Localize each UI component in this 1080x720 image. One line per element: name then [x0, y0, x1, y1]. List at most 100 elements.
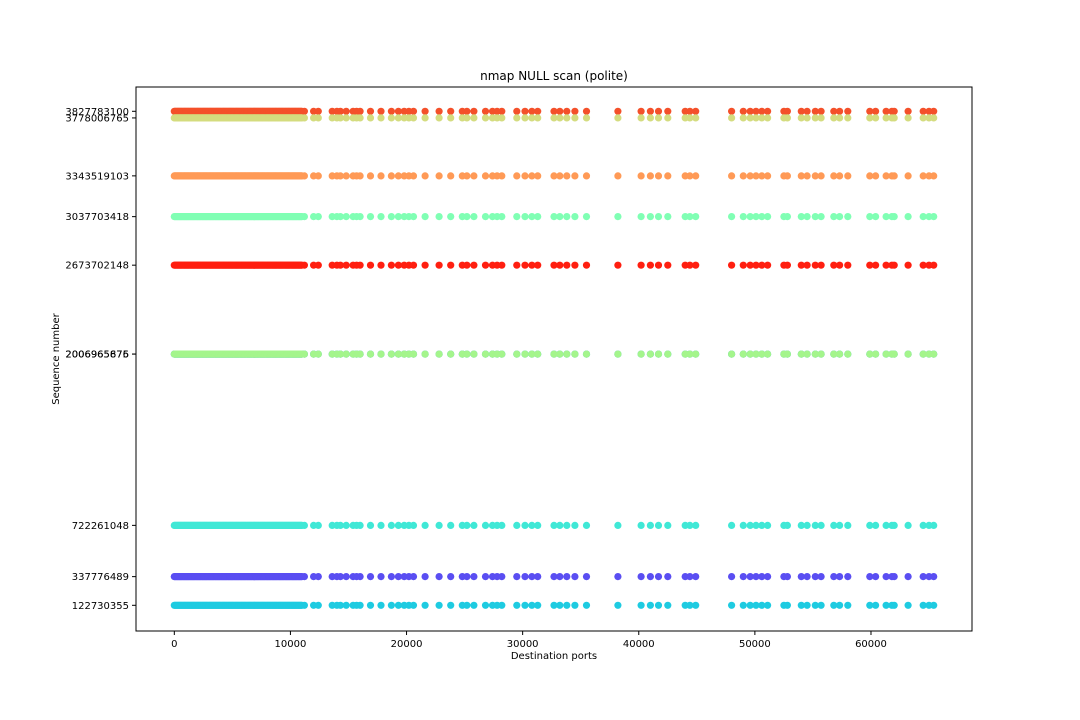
data-point [728, 213, 736, 221]
data-point [300, 114, 308, 122]
data-point [686, 350, 694, 358]
data-point [904, 172, 912, 180]
data-point [830, 350, 838, 358]
data-point [521, 573, 529, 581]
data-point [882, 213, 890, 221]
data-point [300, 521, 308, 530]
data-point [866, 261, 874, 269]
data-point [387, 350, 395, 358]
data-point [654, 521, 663, 530]
data-point [866, 601, 874, 609]
data-point [872, 573, 880, 581]
data-point [421, 573, 429, 581]
data-point [797, 573, 805, 581]
data-point [387, 601, 395, 609]
data-point [447, 114, 455, 122]
data-point [528, 172, 536, 180]
data-point [930, 521, 938, 530]
data-point [654, 350, 663, 358]
data-point [637, 261, 645, 269]
data-point [409, 521, 418, 530]
data-point [435, 350, 443, 358]
data-point [797, 107, 805, 115]
data-point [550, 107, 558, 115]
data-point [844, 107, 852, 115]
data-point [664, 114, 672, 122]
data-point [300, 601, 308, 609]
data-point [528, 213, 536, 221]
data-point [571, 213, 579, 221]
data-point [764, 261, 772, 269]
data-point [563, 172, 571, 180]
data-point [513, 107, 521, 115]
data-point [582, 601, 591, 609]
data-point [904, 213, 912, 221]
data-point [447, 573, 455, 581]
data-point [409, 213, 418, 221]
data-point [435, 573, 443, 581]
data-point [930, 601, 938, 609]
data-point [498, 172, 506, 180]
data-point [919, 521, 927, 530]
data-point [739, 107, 747, 115]
data-point [394, 114, 402, 122]
data-point [830, 261, 838, 269]
data-point [528, 107, 536, 115]
data-point [314, 601, 322, 609]
data-point [447, 350, 455, 358]
data-point [513, 172, 521, 180]
data-point [534, 107, 542, 115]
data-point [356, 521, 364, 530]
data-point [919, 213, 927, 221]
data-point [498, 261, 506, 269]
data-point [686, 213, 694, 221]
data-point [783, 521, 792, 530]
data-point [356, 213, 364, 221]
data-point [498, 350, 506, 358]
data-point [387, 107, 395, 115]
data-point [563, 114, 571, 122]
data-point [356, 261, 364, 269]
data-point [872, 107, 880, 115]
data-point [872, 261, 880, 269]
data-point [521, 172, 529, 180]
data-point [394, 261, 402, 269]
data-point [409, 172, 418, 180]
data-point [764, 172, 772, 180]
data-point [513, 601, 521, 609]
data-point [528, 261, 536, 269]
data-point [637, 172, 645, 180]
data-point [746, 114, 754, 122]
data-point [764, 573, 772, 581]
data-point [614, 521, 622, 530]
data-point [314, 261, 322, 269]
data-point [556, 114, 564, 122]
data-point [637, 114, 645, 122]
data-point [470, 261, 478, 269]
data-point [342, 261, 350, 269]
data-point [409, 350, 418, 358]
data-point [550, 573, 558, 581]
data-point [746, 601, 754, 609]
data-point [521, 114, 529, 122]
data-point [556, 261, 564, 269]
data-point [866, 521, 874, 530]
data-point [513, 114, 521, 122]
y-tick-label: 722261048 [72, 521, 129, 532]
data-point [470, 172, 478, 180]
data-point [356, 114, 364, 122]
data-point [758, 350, 766, 358]
data-point [498, 573, 506, 581]
data-point [844, 213, 852, 221]
data-points [170, 107, 938, 609]
data-point [844, 261, 852, 269]
data-point [550, 521, 558, 530]
data-point [470, 573, 478, 581]
data-point [528, 521, 536, 530]
data-point [817, 213, 825, 221]
data-point [421, 261, 429, 269]
data-point [803, 114, 811, 122]
data-point [571, 350, 579, 358]
data-point [783, 172, 792, 180]
